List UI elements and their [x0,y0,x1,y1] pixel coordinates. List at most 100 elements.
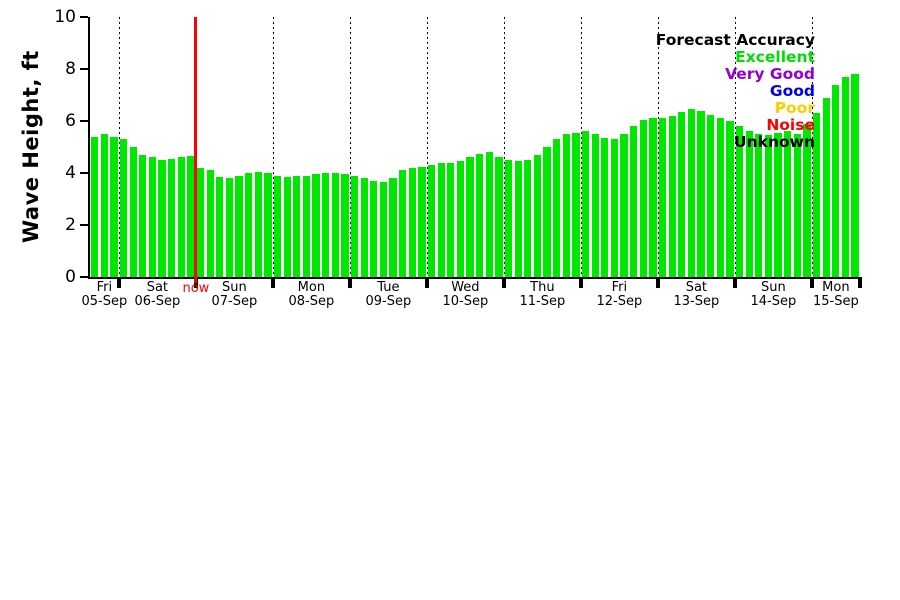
wave-height-bar [235,175,243,277]
legend-entry-noise: Noise [766,116,815,134]
x-axis-day-label: Sun 07-Sep [211,280,258,310]
x-axis-tick [193,279,198,288]
x-axis-day-label: Fri 12-Sep [596,280,643,310]
day-name: Fri [96,280,113,295]
wave-height-bar [649,118,657,277]
x-axis-tick [347,279,352,288]
day-date: 07-Sep [211,294,258,310]
wave-height-bar [447,162,455,277]
x-axis-day-label: Mon 08-Sep [288,280,335,310]
y-axis-tick-label: 6 [65,111,76,131]
wave-height-bar [216,176,224,277]
wave-height-bar [293,175,301,277]
wave-height-bar [668,115,676,277]
now-label: now [182,281,210,296]
wave-height-bar [119,139,128,277]
wave-height-bar [630,126,638,277]
day-name: Mon [297,280,326,295]
wave-height-bar [437,162,445,277]
y-axis-tick [80,276,88,278]
x-axis-day-label: Thu 11-Sep [520,280,566,309]
day-date: 05-Sep [81,294,128,310]
wave-height-bar [687,109,696,277]
wave-height-bar [697,110,705,277]
y-axis-label: Wave Height, ft [19,50,43,244]
wave-height-bar [851,74,859,277]
wave-height-bar [735,126,744,277]
wave-height-bar [793,134,801,277]
wave-height-bar [716,118,724,277]
legend-entry-very-good: Very Good [725,65,815,83]
legend-entry-good: Good [769,82,815,100]
wave-height-bar [206,170,214,277]
day-boundary-gridline [811,17,813,277]
wave-height-bar [341,174,349,277]
day-date: 08-Sep [288,294,335,310]
wave-height-bar [581,131,590,277]
wave-height-bar [610,139,619,277]
day-name: Wed [451,280,480,295]
wave-height-bar [591,134,599,277]
y-axis-tick [80,224,88,226]
wave-height-bar [100,134,108,277]
x-axis-day-label: Fri 05-Sep [81,280,128,310]
x-axis-tick [270,279,275,288]
day-name: Sat [146,280,169,295]
y-axis-tick [80,120,88,122]
day-name: Mon [822,280,850,295]
day-date: 10-Sep [442,294,489,310]
x-axis-day-label: Mon 15-Sep [813,280,859,310]
wave-height-bar [264,173,272,277]
legend-entry-poor: Poor [774,99,815,117]
wave-height-bar [678,111,686,277]
wave-height-bar [745,131,753,277]
day-boundary-gridline [503,17,505,277]
wave-height-bar [832,84,840,277]
wave-height-bar [225,178,234,277]
x-axis-tick [858,279,862,288]
day-boundary-gridline [734,17,736,277]
day-date: 12-Sep [596,294,643,310]
wave-height-bar [360,178,368,277]
wave-height-bar [370,180,378,277]
wave-height-bar [408,167,416,277]
wave-height-bar [658,118,667,277]
x-axis-tick [116,279,121,288]
wave-height-bar [726,121,734,277]
wave-height-bar [553,139,561,277]
day-date: 14-Sep [750,294,797,310]
wave-height-bar [774,132,782,277]
wave-height-bar [158,160,166,277]
wave-height-bar [312,174,320,277]
day-name: Fri [611,280,628,295]
wave-height-bar [129,147,137,277]
wave-height-bar [245,173,253,277]
wave-height-bar [476,153,484,277]
now-line [194,17,198,283]
legend-entry-excellent: Excellent [735,48,815,66]
x-axis-tick [424,279,429,288]
legend: Forecast Accuracy Excellent Very Good Good… [656,32,815,151]
x-axis-tick [501,279,506,288]
wave-height-bar [283,176,291,277]
day-name: Sun [222,280,247,295]
wave-height-bar [601,137,609,277]
wave-height-bar [514,161,522,277]
x-axis-tick [655,279,660,288]
day-name: Sun [761,280,786,295]
wave-height-bar [822,97,830,277]
day-boundary-gridline [426,17,428,277]
wave-height-bar [139,154,147,277]
day-name: Thu [530,280,555,295]
day-boundary-gridline [349,17,351,277]
day-date: 06-Sep [134,294,181,310]
wave-height-bar [399,170,407,277]
wave-height-bar [543,147,551,277]
x-axis-spine [88,277,862,279]
wave-height-bar [302,175,311,277]
x-axis-day-label: Sun 14-Sep [750,280,797,310]
wave-height-bar [196,167,205,277]
day-date: 15-Sep [813,294,859,310]
wave-height-bar [350,175,359,277]
